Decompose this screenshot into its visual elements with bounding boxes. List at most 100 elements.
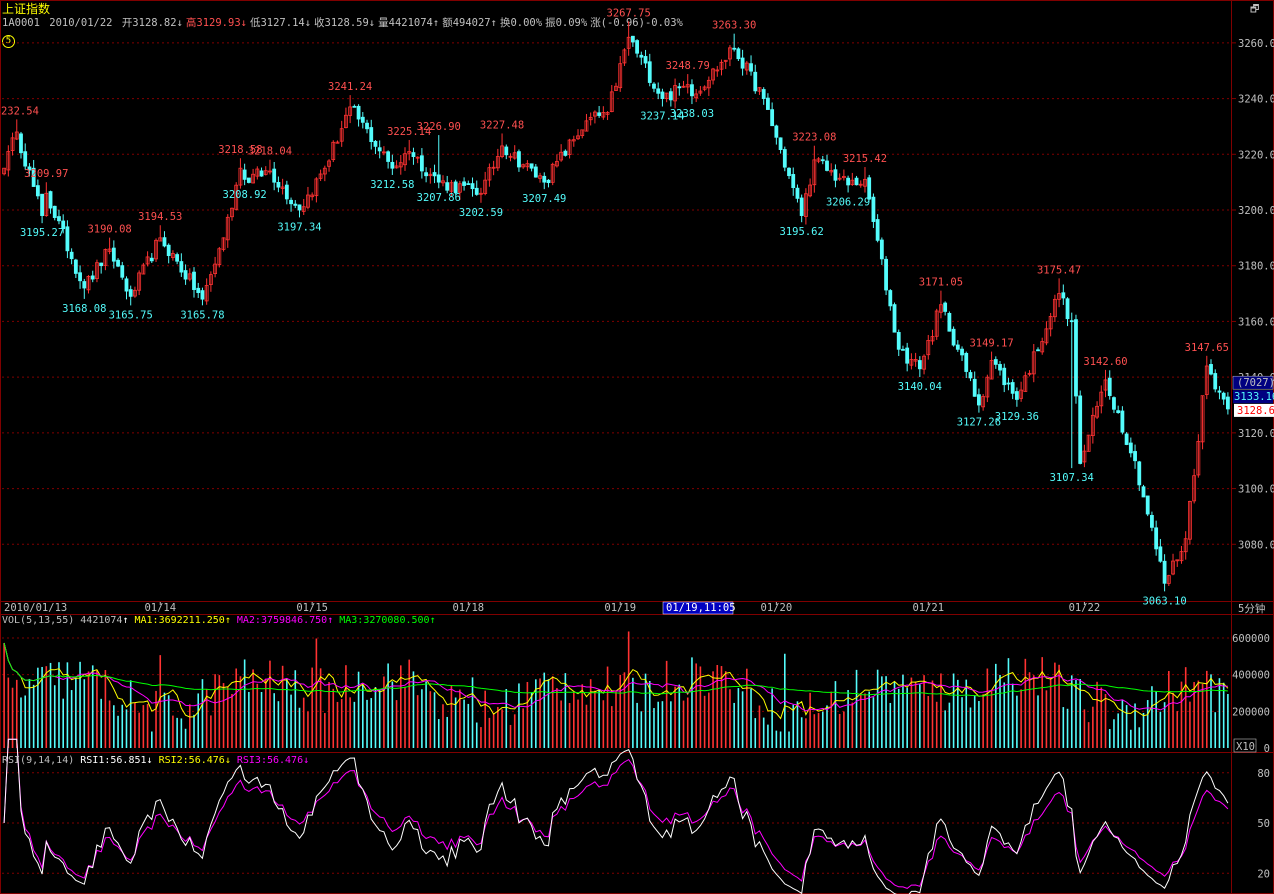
quote-item-0: 开3128.82↓ xyxy=(121,17,183,29)
candle xyxy=(1031,343,1036,383)
candle-body xyxy=(293,203,298,206)
candle xyxy=(766,93,770,110)
candle-body xyxy=(660,91,665,99)
candle-body xyxy=(268,170,272,173)
candle-body xyxy=(171,253,175,258)
candle-body xyxy=(1133,451,1137,462)
low-price-label: 3197.34 xyxy=(277,221,321,233)
vol-unit-box xyxy=(1233,738,1257,753)
candle-body xyxy=(1141,486,1146,498)
candle-body xyxy=(457,183,462,193)
candle xyxy=(1090,407,1095,444)
restore-window-icon[interactable]: 🗗 xyxy=(1250,4,1260,15)
candle-body xyxy=(483,179,488,194)
candle xyxy=(989,351,994,380)
candle xyxy=(149,253,154,263)
candle-body xyxy=(61,220,66,230)
candle-body xyxy=(711,68,715,81)
candle-body xyxy=(339,128,344,142)
vol-ma3-arrow: ↑ xyxy=(429,615,436,626)
candle-body xyxy=(149,257,154,262)
candle-body xyxy=(972,378,977,397)
candle-body xyxy=(335,141,340,144)
candle xyxy=(1061,284,1066,305)
candle-body xyxy=(774,125,779,138)
candle-body xyxy=(715,69,720,72)
candle xyxy=(1069,312,1074,469)
candle xyxy=(1171,553,1175,576)
candle xyxy=(1145,495,1150,517)
candle-body xyxy=(365,122,369,130)
candle xyxy=(394,160,399,169)
quote-item-4: 量4421074↑ xyxy=(378,17,440,29)
candle-body xyxy=(1095,405,1099,418)
high-price-label: 3209.97 xyxy=(24,168,68,180)
candle xyxy=(217,246,222,268)
candle-body xyxy=(65,226,70,252)
candle xyxy=(432,164,437,184)
candle-body xyxy=(2,167,7,175)
candle-body xyxy=(989,360,994,380)
candle-body xyxy=(626,36,631,49)
time-axis-label: 01/19 xyxy=(604,602,636,614)
candle xyxy=(1175,559,1180,567)
candle-body xyxy=(415,156,420,159)
candle xyxy=(474,180,479,196)
candle xyxy=(1086,434,1091,452)
candle-body xyxy=(652,83,656,89)
candle xyxy=(1141,484,1146,498)
candle-body xyxy=(1052,298,1057,318)
candle-body xyxy=(1166,575,1171,584)
candle-body xyxy=(837,177,842,180)
candle xyxy=(162,231,167,248)
candle xyxy=(833,164,838,188)
candle-body xyxy=(744,62,749,71)
candle-body xyxy=(871,196,876,222)
current-marker-box xyxy=(1232,375,1274,390)
candle-body xyxy=(221,237,226,250)
candle-body xyxy=(449,182,454,192)
candle-body xyxy=(99,262,104,267)
candle-body xyxy=(542,175,547,183)
candle-body xyxy=(276,181,281,188)
candle xyxy=(977,388,981,413)
candle-body xyxy=(934,310,939,337)
candle-body xyxy=(251,173,255,184)
candle-body xyxy=(656,88,661,94)
candle-body xyxy=(664,92,669,100)
candle-body xyxy=(939,304,943,313)
candle-body xyxy=(327,160,331,167)
candle xyxy=(242,163,247,186)
candle xyxy=(618,55,623,92)
candle-body xyxy=(352,105,357,108)
candle xyxy=(930,329,935,345)
candle-body xyxy=(977,394,981,406)
rsi-tick-label: 20 xyxy=(1257,868,1270,880)
candle xyxy=(609,85,614,113)
candle xyxy=(500,133,504,159)
candle xyxy=(1120,406,1125,435)
candle xyxy=(512,145,517,160)
candle-body xyxy=(1086,434,1091,452)
candle xyxy=(854,175,859,186)
candle-body xyxy=(1023,375,1028,392)
badge-5-icon[interactable]: 5 xyxy=(2,35,15,48)
candle xyxy=(1128,437,1133,458)
low-price-label: 3127.26 xyxy=(957,417,1001,429)
high-price-label: 3194.53 xyxy=(138,211,182,223)
candle-body xyxy=(289,199,293,205)
candle xyxy=(525,160,530,171)
candle xyxy=(1179,545,1184,564)
candle xyxy=(791,167,796,196)
vol-ma1-arrow: ↑ xyxy=(224,615,231,626)
candle xyxy=(593,110,597,124)
candle xyxy=(171,250,175,261)
candle xyxy=(892,302,897,333)
candle xyxy=(166,243,171,264)
candle xyxy=(1014,387,1019,407)
candle-body xyxy=(40,193,44,216)
candle-body xyxy=(749,63,753,72)
candle-body xyxy=(1196,441,1201,476)
candle xyxy=(837,173,842,181)
